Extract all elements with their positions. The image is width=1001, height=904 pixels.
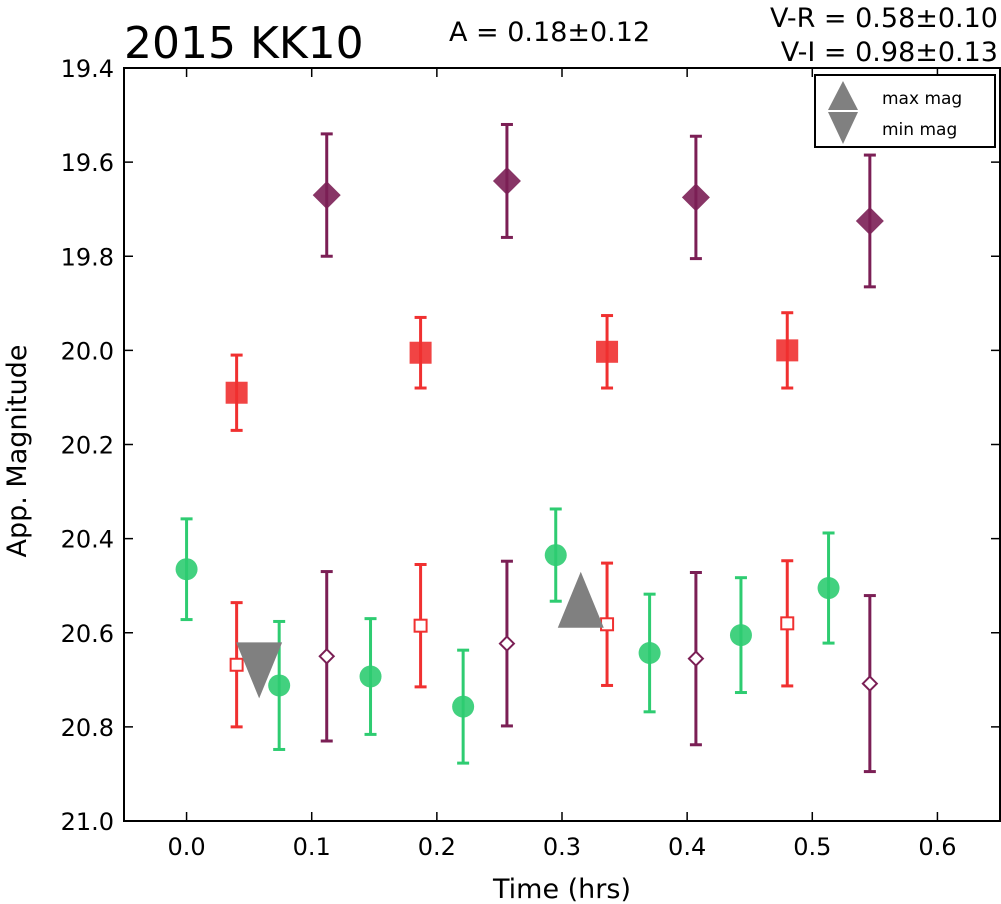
axis-ticks: 0.0 0.1 0.2 0.3 0.4 0.5 0.6 19.4 19.6 19.8 20.0 20.… — [61, 55, 1000, 861]
y-tick-label: 20.2 — [61, 432, 114, 460]
legend-max-mag-icon — [828, 81, 858, 110]
x-tick-label: 0.0 — [167, 833, 205, 861]
data-point-open-square — [600, 617, 615, 632]
x-tick-label: 0.6 — [918, 833, 956, 861]
x-axis-label: Time (hrs) — [492, 874, 631, 904]
data-point-circle — [175, 558, 198, 581]
data-point-circle — [544, 544, 567, 567]
data-point-circle — [359, 665, 382, 688]
data-point-square — [225, 381, 248, 404]
data-point-diamond — [855, 206, 884, 235]
x-tick-label: 0.4 — [668, 833, 706, 861]
data-point-square — [409, 341, 432, 364]
y-tick-label: 19.4 — [61, 55, 114, 83]
y-tick-label: 19.8 — [61, 243, 114, 271]
data-point-square — [776, 339, 799, 362]
x-tick-label: 0.5 — [793, 833, 831, 861]
data-point-open-diamond — [318, 647, 336, 665]
y-axis-label: App. Magnitude — [2, 345, 33, 558]
y-tick-label: 19.6 — [61, 149, 114, 177]
data-point-circle — [268, 674, 291, 697]
v-i-annotation: V-I = 0.98±0.13 — [781, 37, 998, 68]
data-point-open-square — [780, 616, 795, 631]
legend-min-mag-label: min mag — [882, 120, 957, 140]
data-point-open-diamond — [498, 635, 516, 652]
min-mag-marker — [236, 642, 283, 699]
y-tick-label: 21.0 — [61, 808, 114, 836]
data-point-open-diamond — [861, 675, 879, 692]
x-tick-label: 0.2 — [418, 833, 456, 861]
data-point-diamond — [312, 181, 341, 210]
legend-min-mag-icon — [828, 112, 858, 144]
data-point-diamond — [681, 183, 710, 212]
amplitude-annotation: A = 0.18±0.12 — [449, 17, 650, 48]
legend: max mag min mag — [814, 74, 996, 148]
data-point-circle — [638, 641, 661, 664]
v-r-annotation: V-R = 0.58±0.10 — [770, 3, 998, 34]
data-point-circle — [452, 695, 475, 718]
data-point-circle — [817, 577, 840, 600]
y-tick-label: 20.0 — [61, 337, 114, 365]
y-tick-label: 20.4 — [61, 526, 114, 554]
plot-layer — [175, 122, 884, 774]
data-point-circle — [729, 624, 752, 647]
x-tick-label: 0.3 — [543, 833, 581, 861]
data-point-open-square — [229, 657, 244, 672]
data-point-open-diamond — [687, 650, 705, 668]
y-tick-label: 20.6 — [61, 620, 114, 648]
series-3-square-open — [229, 559, 795, 729]
legend-max-mag-label: max mag — [882, 89, 962, 109]
max-mag-marker — [557, 571, 604, 628]
series-4-diamond-open — [318, 559, 879, 774]
data-point-diamond — [492, 166, 521, 195]
x-tick-label: 0.1 — [293, 833, 331, 861]
y-tick-label: 20.8 — [61, 714, 114, 742]
series-0-diamond-filled — [312, 122, 884, 289]
data-point-open-square — [413, 618, 428, 633]
chart-title: 2015 KK10 — [124, 18, 364, 69]
data-point-square — [596, 340, 619, 363]
series-1-square-filled — [225, 311, 799, 432]
